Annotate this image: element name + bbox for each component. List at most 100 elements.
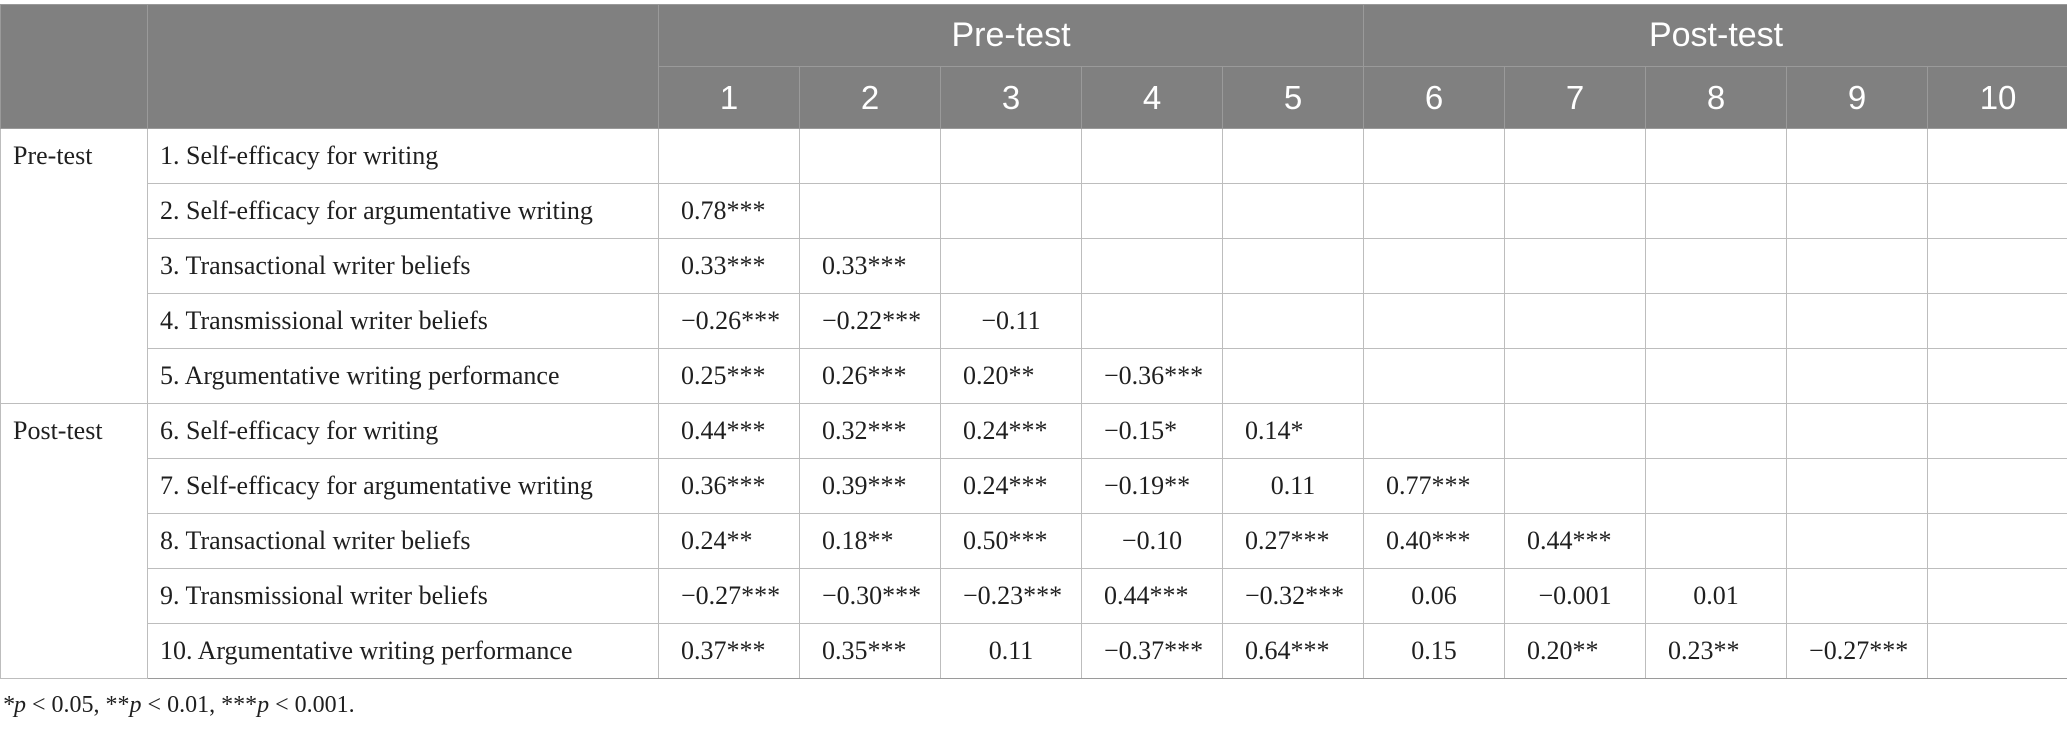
correlation-cell: −0.30*** <box>799 568 941 624</box>
variable-label: 2. Self-efficacy for argumentative writi… <box>147 183 659 239</box>
correlation-cell: 0.15 <box>1363 623 1506 679</box>
correlation-cell: 0.33*** <box>799 238 941 294</box>
correlation-cell <box>1081 293 1223 349</box>
column-header-6: 6 <box>1363 66 1506 129</box>
correlation-cell: −0.27*** <box>658 568 800 624</box>
correlation-cell: 0.14* <box>1221 403 1365 459</box>
correlation-cell <box>799 183 941 239</box>
variable-label: 4. Transmissional writer beliefs <box>147 293 659 349</box>
correlation-cell <box>1786 183 1929 239</box>
correlation-cell <box>1504 403 1647 459</box>
table-row: 7. Self-efficacy for argumentative writi… <box>1 458 2067 514</box>
correlation-cell <box>1221 183 1365 239</box>
correlation-cell <box>1645 293 1788 349</box>
correlation-cell <box>1221 293 1365 349</box>
correlation-cell: −0.26*** <box>658 293 800 349</box>
correlation-cell <box>1927 513 2067 569</box>
correlation-cell: 0.40*** <box>1363 513 1506 569</box>
correlation-cell: −0.001 <box>1504 568 1647 624</box>
correlation-cell: −0.37*** <box>1081 623 1223 679</box>
correlation-cell <box>1786 513 1929 569</box>
correlation-cell: −0.10 <box>1081 513 1223 569</box>
column-header-3: 3 <box>940 66 1082 129</box>
correlation-cell: 0.32*** <box>799 403 941 459</box>
correlation-cell <box>940 238 1082 294</box>
table-body: Pre-test 1. Self-efficacy for writing 2. S… <box>0 128 2067 679</box>
correlation-cell <box>1504 348 1647 404</box>
correlation-cell <box>1786 348 1929 404</box>
correlation-cell: 0.44*** <box>1504 513 1647 569</box>
correlation-cell <box>1927 403 2067 459</box>
correlation-cell <box>1927 348 2067 404</box>
variable-label: 9. Transmissional writer beliefs <box>147 568 659 624</box>
correlation-cell <box>1645 128 1788 184</box>
correlation-cell <box>1927 458 2067 514</box>
correlation-cell <box>1504 238 1647 294</box>
correlation-cell <box>1927 293 2067 349</box>
table-row: 5. Argumentative writing performance 0.25… <box>1 348 2067 404</box>
correlation-cell: 0.24*** <box>940 458 1082 514</box>
correlation-cell <box>1081 183 1223 239</box>
correlation-cell: 0.20** <box>1504 623 1647 679</box>
column-header-4: 4 <box>1081 66 1223 129</box>
correlation-cell <box>1504 458 1647 514</box>
correlation-cell <box>1645 238 1788 294</box>
correlation-cell <box>799 128 941 184</box>
variable-label: 5. Argumentative writing performance <box>147 348 659 404</box>
correlation-cell: 0.64*** <box>1221 623 1365 679</box>
table-row: Pre-test 1. Self-efficacy for writing <box>0 128 2067 404</box>
correlation-cell <box>1927 183 2067 239</box>
correlation-cell: 0.26*** <box>799 348 941 404</box>
footnote: *p < 0.05, **p < 0.01, ***p < 0.001. <box>2 692 355 718</box>
correlation-table: Pre-test Post-test 1 2 3 4 5 6 7 8 9 10 … <box>0 4 2067 679</box>
variable-label: 7. Self-efficacy for argumentative writi… <box>147 458 659 514</box>
header-pretest: Pre-test <box>657 4 1365 67</box>
column-header-5: 5 <box>1221 66 1365 129</box>
table-row: 3. Transactional writer beliefs 0.33*** 0.… <box>1 238 2067 294</box>
correlation-cell <box>1081 238 1223 294</box>
correlation-cell <box>658 128 800 184</box>
correlation-cell: 0.33*** <box>658 238 800 294</box>
correlation-cell: 0.44*** <box>1081 568 1223 624</box>
correlation-cell: 0.78*** <box>658 183 800 239</box>
correlation-cell <box>1363 183 1506 239</box>
correlation-cell <box>1504 183 1647 239</box>
correlation-cell <box>1363 403 1506 459</box>
variable-label: 3. Transactional writer beliefs <box>147 238 659 294</box>
correlation-cell: 0.35*** <box>799 623 941 679</box>
correlation-cell: 0.24** <box>658 513 800 569</box>
correlation-cell <box>1927 568 2067 624</box>
variable-label: 1. Self-efficacy for writing <box>147 128 659 184</box>
variable-label: 6. Self-efficacy for writing <box>147 403 659 459</box>
correlation-cell: −0.36*** <box>1081 348 1223 404</box>
column-header-2: 2 <box>799 66 941 129</box>
correlation-cell: 0.25*** <box>658 348 800 404</box>
table-header: Pre-test Post-test 1 2 3 4 5 6 7 8 9 10 <box>0 4 2067 129</box>
header-empty-cell <box>0 4 148 129</box>
table-row: 10. Argumentative writing performance 0.3… <box>1 623 2067 679</box>
correlation-cell: 0.11 <box>940 623 1082 679</box>
correlation-cell <box>1645 513 1788 569</box>
correlation-cell <box>1504 128 1647 184</box>
correlation-cell: 0.24*** <box>940 403 1082 459</box>
correlation-cell <box>1504 293 1647 349</box>
correlation-cell <box>1786 458 1929 514</box>
correlation-cell <box>940 128 1082 184</box>
correlation-cell: −0.22*** <box>799 293 941 349</box>
correlation-cell: 0.39*** <box>799 458 941 514</box>
correlation-cell <box>1645 348 1788 404</box>
correlation-cell <box>1645 403 1788 459</box>
correlation-cell <box>1927 128 2067 184</box>
correlation-cell <box>1363 293 1506 349</box>
correlation-cell <box>1927 238 2067 294</box>
correlation-cell <box>1786 568 1929 624</box>
correlation-cell: 0.44*** <box>658 403 800 459</box>
correlation-cell: −0.23*** <box>940 568 1082 624</box>
table-row: 9. Transmissional writer beliefs −0.27***… <box>1 568 2067 624</box>
correlation-cell <box>1645 458 1788 514</box>
correlation-cell: 0.50*** <box>940 513 1082 569</box>
correlation-cell <box>1363 128 1506 184</box>
correlation-cell: 0.06 <box>1363 568 1506 624</box>
correlation-cell: −0.27*** <box>1786 623 1929 679</box>
correlation-cell: −0.19** <box>1081 458 1223 514</box>
